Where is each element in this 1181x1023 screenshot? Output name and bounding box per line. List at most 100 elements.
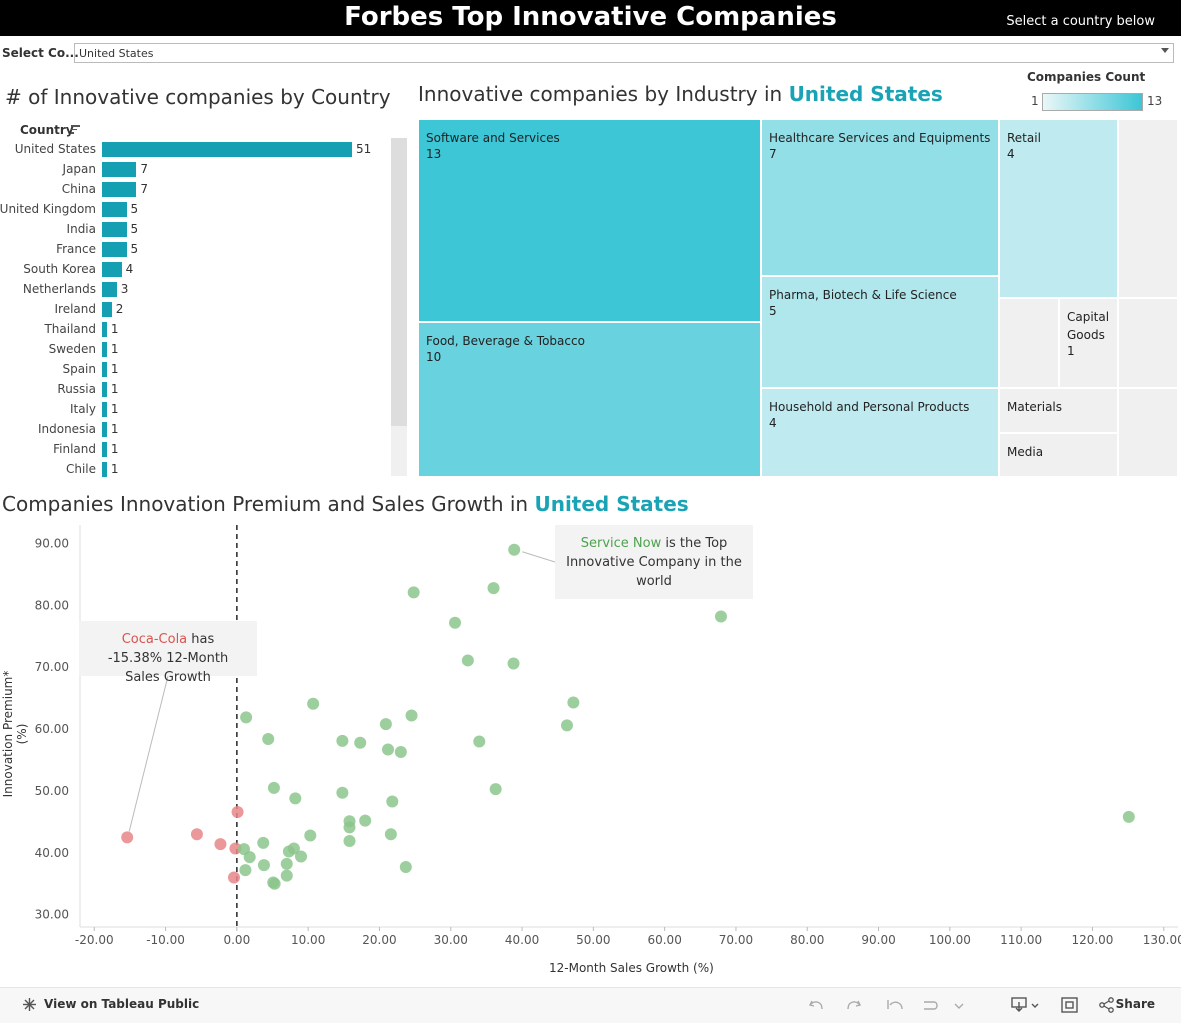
treemap-cell[interactable]: Retail 4 bbox=[999, 119, 1118, 298]
view-on-tableau-link[interactable]: View on Tableau Public bbox=[44, 997, 200, 1011]
bar-row[interactable]: Chile 1 bbox=[0, 460, 390, 480]
country-column-header[interactable]: Country bbox=[20, 123, 74, 137]
bar-row[interactable]: United States 51 bbox=[0, 140, 390, 160]
scatter-point[interactable] bbox=[262, 732, 275, 745]
bar[interactable] bbox=[102, 462, 107, 477]
treemap-cell[interactable] bbox=[1118, 388, 1178, 477]
bar[interactable] bbox=[102, 262, 122, 277]
bar-row[interactable]: Netherlands 3 bbox=[0, 280, 390, 300]
scatter-point[interactable] bbox=[359, 814, 372, 827]
treemap-cell[interactable]: Materials bbox=[999, 388, 1118, 433]
bar[interactable] bbox=[102, 142, 352, 157]
scatter-point[interactable] bbox=[567, 696, 580, 709]
treemap-cell[interactable] bbox=[1118, 298, 1178, 388]
bar[interactable] bbox=[102, 362, 107, 377]
scrollbar[interactable] bbox=[391, 138, 407, 476]
scatter-point[interactable] bbox=[243, 851, 256, 864]
scatter-point[interactable] bbox=[1122, 810, 1135, 823]
scatter-point[interactable] bbox=[231, 805, 244, 818]
bar-row[interactable]: France 5 bbox=[0, 240, 390, 260]
scatter-point[interactable] bbox=[336, 786, 349, 799]
scatter-point[interactable] bbox=[382, 743, 395, 756]
scatter-point[interactable] bbox=[307, 697, 320, 710]
scatter-point[interactable] bbox=[487, 582, 500, 595]
scatter-point[interactable] bbox=[714, 610, 727, 623]
scatter-point[interactable] bbox=[282, 845, 295, 858]
bar[interactable] bbox=[102, 182, 137, 197]
scatter-point[interactable] bbox=[214, 838, 227, 851]
redo-icon[interactable] bbox=[847, 1000, 862, 1010]
bar[interactable] bbox=[102, 322, 107, 337]
scatter-point[interactable] bbox=[560, 719, 573, 732]
scatter-point[interactable] bbox=[449, 616, 462, 629]
scrollbar-thumb[interactable] bbox=[391, 138, 407, 426]
scatter-point[interactable] bbox=[267, 876, 280, 889]
scatter-point[interactable] bbox=[394, 745, 407, 758]
bar[interactable] bbox=[102, 282, 117, 297]
scatter-point[interactable] bbox=[336, 734, 349, 747]
bar-row[interactable]: India 5 bbox=[0, 220, 390, 240]
treemap-cell[interactable]: Software and Services 13 bbox=[418, 119, 761, 322]
scatter-point[interactable] bbox=[407, 586, 420, 599]
scatter-point[interactable] bbox=[473, 735, 486, 748]
bar[interactable] bbox=[102, 302, 112, 317]
bar-row[interactable]: Indonesia 1 bbox=[0, 420, 390, 440]
bar-row[interactable]: Russia 1 bbox=[0, 380, 390, 400]
scatter-point[interactable] bbox=[280, 857, 293, 870]
bar-row[interactable]: Italy 1 bbox=[0, 400, 390, 420]
share-icon[interactable] bbox=[1099, 997, 1115, 1013]
scatter-point[interactable] bbox=[384, 828, 397, 841]
chevron-down-icon[interactable] bbox=[1161, 48, 1169, 53]
treemap-cell[interactable]: Pharma, Biotech & Life Science 5 bbox=[761, 276, 999, 388]
bar[interactable] bbox=[102, 222, 127, 237]
bar[interactable] bbox=[102, 242, 127, 257]
bar[interactable] bbox=[102, 422, 107, 437]
bar-row[interactable]: China 7 bbox=[0, 180, 390, 200]
treemap-cell[interactable]: Food, Beverage & Tobacco 10 bbox=[418, 322, 761, 477]
bar-row[interactable]: Sweden 1 bbox=[0, 340, 390, 360]
scatter-point[interactable] bbox=[507, 657, 520, 670]
treemap-cell[interactable] bbox=[999, 298, 1059, 388]
scatter-point[interactable] bbox=[304, 829, 317, 842]
bar-row[interactable]: Thailand 1 bbox=[0, 320, 390, 340]
scatter-point[interactable] bbox=[489, 783, 502, 796]
scatter-point[interactable] bbox=[228, 871, 241, 884]
scatter-point[interactable] bbox=[121, 831, 134, 844]
scatter-point[interactable] bbox=[267, 781, 280, 794]
bar-row[interactable]: Ireland 2 bbox=[0, 300, 390, 320]
scatter-point[interactable] bbox=[461, 654, 474, 667]
bar-row[interactable]: Japan 7 bbox=[0, 160, 390, 180]
scatter-point[interactable] bbox=[508, 543, 521, 556]
scatter-point[interactable] bbox=[405, 709, 418, 722]
scatter-point[interactable] bbox=[287, 842, 300, 855]
scatter-point[interactable] bbox=[354, 736, 367, 749]
undo-icon[interactable] bbox=[808, 1000, 823, 1010]
scatter-point[interactable] bbox=[257, 836, 270, 849]
bar[interactable] bbox=[102, 402, 107, 417]
bar-row[interactable]: United Kingdom 5 bbox=[0, 200, 390, 220]
scatter-point[interactable] bbox=[295, 850, 308, 863]
scatter-point[interactable] bbox=[343, 835, 356, 848]
bar[interactable] bbox=[102, 442, 107, 457]
bar[interactable] bbox=[102, 342, 107, 357]
bar[interactable] bbox=[102, 162, 137, 177]
scatter-point[interactable] bbox=[280, 869, 293, 882]
scatter-point[interactable] bbox=[343, 815, 356, 828]
scatter-point[interactable] bbox=[268, 877, 281, 890]
scatter-point[interactable] bbox=[240, 711, 253, 724]
share-button[interactable]: Share bbox=[1115, 997, 1155, 1011]
scatter-point[interactable] bbox=[386, 795, 399, 808]
bar-row[interactable]: Finland 1 bbox=[0, 440, 390, 460]
bar-row[interactable]: Spain 1 bbox=[0, 360, 390, 380]
sort-icon[interactable] bbox=[71, 125, 80, 134]
bar-row[interactable]: South Korea 4 bbox=[0, 260, 390, 280]
scatter-point[interactable] bbox=[237, 843, 250, 856]
revert-icon[interactable] bbox=[887, 1000, 903, 1010]
chevron-down-icon[interactable] bbox=[954, 1003, 964, 1009]
scatter-point[interactable] bbox=[239, 864, 252, 877]
bar[interactable] bbox=[102, 202, 127, 217]
treemap-cell[interactable]: Media bbox=[999, 433, 1118, 477]
treemap-cell[interactable]: Capital Goods 1 bbox=[1059, 298, 1118, 388]
treemap-cell[interactable]: Household and Personal Products 4 bbox=[761, 388, 999, 477]
treemap-cell[interactable] bbox=[1118, 119, 1178, 298]
